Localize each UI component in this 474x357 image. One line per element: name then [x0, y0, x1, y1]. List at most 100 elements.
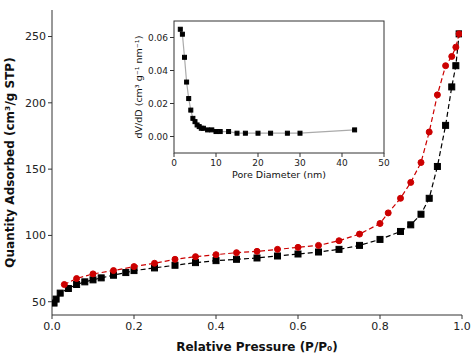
point: [269, 131, 273, 135]
point: [90, 277, 96, 283]
y-tick-label: 0.06: [148, 33, 168, 43]
y-tick-label: 0.00: [148, 132, 168, 142]
point: [227, 130, 231, 134]
x-tick-label: 0.4: [207, 320, 225, 333]
point: [111, 268, 117, 274]
point: [74, 276, 80, 282]
point: [234, 250, 240, 256]
point: [456, 31, 462, 37]
y-tick-label: 100: [25, 229, 46, 242]
y-tick-label: 0.04: [148, 66, 168, 76]
point: [172, 256, 178, 262]
x-axis-line: [52, 315, 462, 316]
x-tick: [134, 315, 135, 319]
point: [456, 31, 462, 37]
point: [295, 251, 301, 257]
point: [316, 242, 322, 248]
point: [418, 160, 424, 166]
main-chart: 0.00.20.40.60.81.050100150200250Relative…: [3, 10, 471, 354]
point: [178, 27, 182, 31]
point: [213, 252, 219, 258]
point: [254, 255, 260, 261]
point: [377, 236, 383, 242]
x-tick: [462, 315, 463, 319]
y-tick: [170, 37, 174, 38]
x-tick: [216, 315, 217, 319]
x-tick-label: 0.2: [125, 320, 143, 333]
x-tick: [380, 315, 381, 319]
x-tick: [342, 153, 343, 157]
point: [131, 264, 137, 270]
point: [336, 246, 342, 252]
x-tick: [52, 315, 53, 319]
y-tick: [48, 102, 52, 103]
y-tick: [48, 36, 52, 37]
point: [210, 128, 214, 132]
point: [398, 195, 404, 201]
x-tick-label: 40: [336, 158, 348, 168]
data-area: [178, 27, 356, 135]
x-tick-label: 50: [378, 158, 390, 168]
inset-chart: 010203040500.000.020.040.06Pore Diameter…: [133, 21, 390, 180]
x-axis-label: Relative Pressure (P/P₀): [176, 340, 338, 354]
point: [418, 211, 424, 217]
point: [123, 270, 129, 276]
y-tick: [170, 70, 174, 71]
point: [336, 238, 342, 244]
x-tick: [174, 153, 175, 157]
point: [82, 279, 88, 285]
point: [443, 122, 449, 128]
point: [426, 195, 432, 201]
point: [434, 92, 440, 98]
point: [193, 254, 199, 260]
x-tick: [258, 153, 259, 157]
y-tick-label: 150: [25, 163, 46, 176]
point: [183, 55, 187, 59]
x-tick-label: 1.0: [453, 320, 471, 333]
point: [357, 231, 363, 237]
x-tick: [300, 153, 301, 157]
point: [285, 131, 289, 135]
x-tick-label: 0.6: [289, 320, 307, 333]
point: [398, 228, 404, 234]
point: [61, 282, 67, 288]
point: [235, 131, 239, 135]
point: [298, 131, 302, 135]
y-tick-label: 0.02: [148, 99, 168, 109]
point: [275, 246, 281, 252]
inset-background: [134, 16, 388, 180]
point: [316, 249, 322, 255]
x-tick: [216, 153, 217, 157]
point: [443, 63, 449, 69]
point: [426, 129, 432, 135]
point: [214, 130, 218, 134]
x-tick-label: 0: [171, 158, 177, 168]
point: [213, 258, 219, 264]
point: [275, 253, 281, 259]
point: [185, 80, 189, 84]
x-tick-label: 10: [210, 158, 222, 168]
y-axis-label: dV/dD (cm³ g⁻¹ nm⁻¹): [133, 36, 144, 139]
point: [74, 282, 80, 288]
point: [57, 290, 63, 296]
point: [243, 131, 247, 135]
point: [172, 262, 178, 268]
point: [218, 130, 222, 134]
x-tick-label: 0.8: [371, 320, 389, 333]
y-axis-line: [52, 10, 53, 315]
point: [254, 248, 260, 254]
plot-frame: [174, 21, 384, 153]
point: [357, 242, 363, 248]
point: [193, 260, 199, 266]
point: [256, 131, 260, 135]
x-tick-label: 20: [252, 158, 264, 168]
point: [180, 32, 184, 36]
point: [189, 108, 193, 112]
point: [53, 296, 59, 302]
y-axis-label: Quantity Adsorbed (cm³/g STP): [3, 57, 17, 267]
point: [98, 275, 104, 281]
point: [152, 260, 158, 266]
x-axis-label: Pore Diameter (nm): [232, 169, 326, 180]
point: [385, 210, 391, 216]
y-tick: [48, 301, 52, 302]
